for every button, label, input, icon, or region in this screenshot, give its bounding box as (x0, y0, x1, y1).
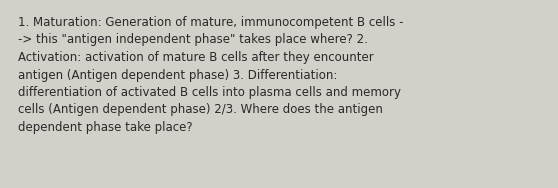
Text: 1. Maturation: Generation of mature, immunocompetent B cells -
-> this "antigen : 1. Maturation: Generation of mature, imm… (18, 16, 403, 134)
